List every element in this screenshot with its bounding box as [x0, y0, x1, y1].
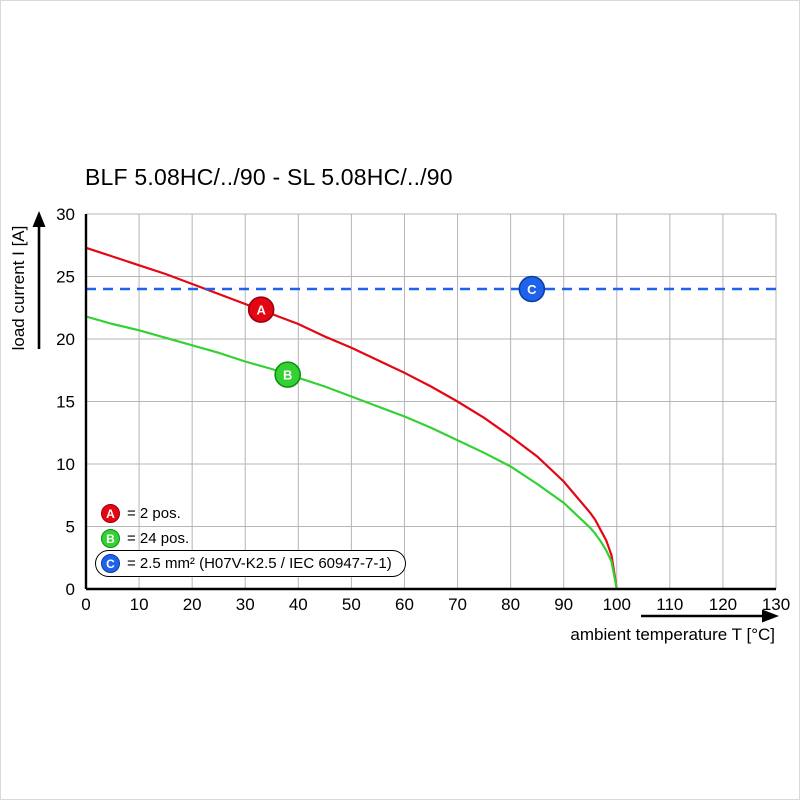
legend-dot-a: A [101, 504, 120, 523]
y-tick-label: 0 [66, 580, 75, 599]
y-tick-label: 15 [56, 393, 75, 412]
curve-a [85, 246, 618, 590]
legend-dot-c: C [101, 554, 120, 573]
y-axis-arrow-head [32, 211, 46, 227]
x-axis-label: ambient temperature T [°C] [570, 625, 775, 644]
x-tick-label: 30 [236, 595, 255, 614]
legend-dot-b: B [101, 529, 120, 548]
y-tick-label: 5 [66, 518, 75, 537]
x-tick-label: 70 [448, 595, 467, 614]
legend-label-c: = 2.5 mm² (H07V-K2.5 / IEC 60947-7-1) [127, 555, 392, 572]
x-tick-label: 90 [554, 595, 573, 614]
y-tick-label: 20 [56, 330, 75, 349]
marker-c-letter: C [527, 282, 537, 297]
marker-a-letter: A [256, 303, 266, 318]
marker-c [518, 275, 546, 303]
y-tick-label: 25 [56, 268, 75, 287]
x-tick-label: 10 [130, 595, 149, 614]
x-tick-label: 100 [603, 595, 631, 614]
x-axis-arrow-head [762, 609, 779, 623]
y-tick-label: 10 [56, 455, 75, 474]
x-tick-label: 130 [762, 595, 790, 614]
x-tick-label: 20 [183, 595, 202, 614]
legend-item-b: B = 24 pos. [101, 529, 189, 548]
x-tick-label: 110 [656, 595, 683, 614]
y-tick-label: 30 [56, 205, 75, 224]
x-tick-label: 0 [81, 595, 90, 614]
legend-label-b: = 24 pos. [127, 530, 190, 547]
x-tick-label: 120 [709, 595, 737, 614]
curve-b [85, 315, 618, 590]
marker-a [247, 296, 275, 323]
marker-b [274, 361, 301, 388]
legend-label-a: = 2 pos. [127, 505, 181, 522]
legend-item-a: A = 2 pos. [101, 504, 181, 523]
x-tick-label: 80 [501, 595, 520, 614]
chart-title: BLF 5.08HC/../90 - SL 5.08HC/../90 [85, 164, 453, 190]
x-tick-label: 60 [395, 595, 414, 614]
marker-b-letter: B [283, 368, 292, 383]
x-tick-label: 40 [289, 595, 308, 614]
x-tick-label: 50 [342, 595, 361, 614]
legend-item-c: C = 2.5 mm² (H07V-K2.5 / IEC 60947-7-1) [95, 550, 406, 577]
